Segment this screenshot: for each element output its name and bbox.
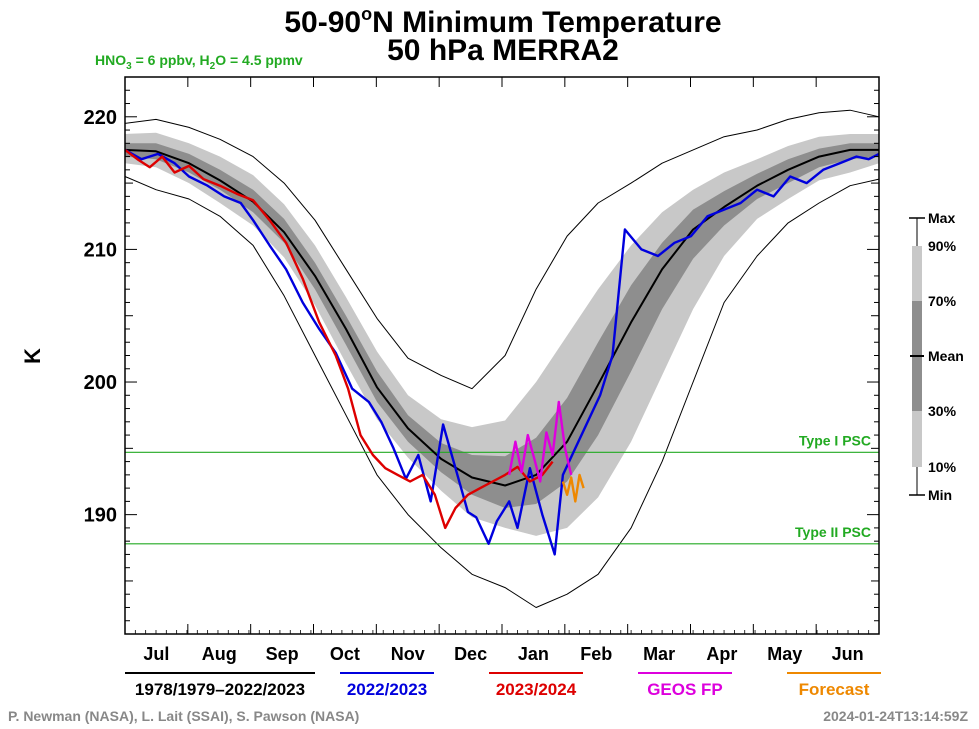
climatology-bands bbox=[124, 109, 880, 608]
y-tick-label: 190 bbox=[84, 505, 117, 527]
series-line-1 bbox=[124, 148, 554, 530]
x-tick-label: May bbox=[767, 644, 802, 664]
legend-label-3: GEOS FP bbox=[647, 680, 723, 699]
series-line-0 bbox=[124, 148, 880, 556]
chart-subtitle: 50 hPa MERRA2 bbox=[387, 34, 619, 67]
x-tick-label: Sep bbox=[266, 644, 299, 664]
credits: P. Newman (NASA), L. Lait (SSAI), S. Paw… bbox=[8, 708, 359, 724]
chart-title: 50-90oN Minimum Temperature bbox=[284, 4, 721, 39]
legend-label-0: 1978/1979–2022/2023 bbox=[135, 680, 305, 699]
legend-label-1: 2022/2023 bbox=[347, 680, 427, 699]
condition-label: HNO3 = 6 ppbv, H2O = 4.5 ppmv bbox=[95, 52, 303, 72]
x-tick-label: Feb bbox=[580, 644, 612, 664]
side-legend-label: Mean bbox=[928, 348, 964, 364]
legend-label-2: 2023/2024 bbox=[496, 680, 577, 699]
line-min bbox=[124, 176, 880, 608]
x-tick-label: Jan bbox=[518, 644, 549, 664]
x-axis: Jul Aug Sep Oct Nov Dec Jan Feb Mar Apr May Jun bbox=[124, 77, 880, 664]
y-tick-label: 210 bbox=[84, 239, 117, 261]
bottom-legend: 1978/1979–2022/2023 2022/2023 2023/2024 GEO… bbox=[125, 672, 881, 699]
side-legend: Max 90% 70% Mean 30% 10% Min bbox=[909, 210, 964, 503]
psc-label-0: Type I PSC bbox=[799, 432, 871, 448]
y-axis: 190 200 210 220 bbox=[84, 76, 879, 635]
x-tick-label: Jul bbox=[143, 644, 169, 664]
legend-label-4: Forecast bbox=[799, 680, 870, 699]
side-legend-label: 10% bbox=[928, 459, 957, 475]
series-line-2 bbox=[508, 400, 573, 483]
side-legend-label: Min bbox=[928, 487, 952, 503]
y-tick-label: 220 bbox=[84, 107, 117, 129]
line-max bbox=[124, 109, 880, 390]
series-line-3 bbox=[561, 473, 585, 503]
x-tick-label: Oct bbox=[330, 644, 360, 664]
x-tick-label: Mar bbox=[643, 644, 675, 664]
x-tick-label: Nov bbox=[391, 644, 425, 664]
side-legend-label: 90% bbox=[928, 238, 957, 254]
side-legend-label: 30% bbox=[928, 403, 957, 419]
data-series bbox=[124, 148, 880, 556]
timestamp: 2024-01-24T13:14:59Z bbox=[823, 708, 968, 724]
band-30-70 bbox=[125, 143, 879, 509]
x-tick-label: Dec bbox=[454, 644, 487, 664]
x-tick-label: Aug bbox=[202, 644, 237, 664]
y-axis-label: K bbox=[20, 348, 45, 364]
psc-thresholds: Type I PSC Type II PSC bbox=[125, 432, 879, 545]
side-legend-label: Max bbox=[928, 210, 955, 226]
psc-label-1: Type II PSC bbox=[795, 524, 871, 540]
y-tick-label: 200 bbox=[84, 372, 117, 394]
x-tick-label: Jun bbox=[832, 644, 864, 664]
x-tick-label: Apr bbox=[706, 644, 737, 664]
side-legend-label: 70% bbox=[928, 293, 957, 309]
